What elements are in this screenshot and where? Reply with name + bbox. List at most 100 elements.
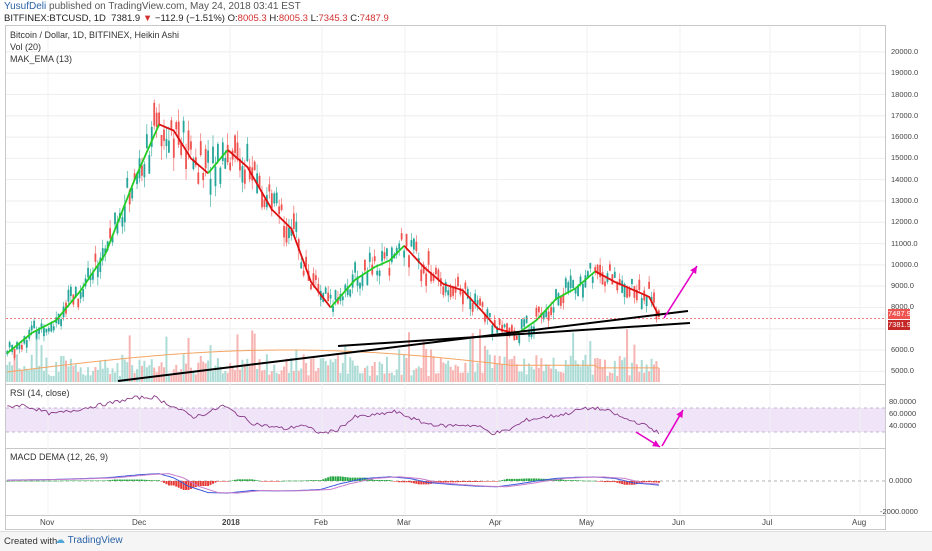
ema-legend[interactable]: MAK_EMA (13) — [10, 54, 73, 64]
candle — [204, 148, 207, 169]
macd-histogram-bar — [469, 481, 472, 483]
volume-bar — [172, 369, 175, 382]
candle — [545, 310, 548, 318]
volume-bar — [366, 365, 369, 382]
volume-bar — [13, 354, 16, 382]
volume-bar — [292, 370, 295, 382]
macd-histogram-bar — [67, 480, 70, 482]
macd-line — [7, 473, 659, 494]
volume-bar — [400, 374, 403, 382]
volume-bar — [334, 358, 337, 382]
volume-bar — [540, 358, 543, 382]
candle — [398, 243, 401, 250]
pane-separator-rsi[interactable] — [5, 384, 886, 385]
macd-histogram-bar — [623, 481, 626, 485]
candle — [523, 319, 526, 327]
ema-line-segment — [403, 245, 518, 335]
volume-bar — [535, 355, 538, 382]
time-axis-separator — [5, 515, 886, 516]
candle — [148, 155, 151, 174]
candle — [430, 272, 432, 282]
macd-histogram-bar — [317, 480, 320, 481]
volume-bar — [118, 375, 121, 382]
macd-histogram-bar — [461, 481, 464, 483]
macd-histogram-bar — [444, 481, 447, 483]
pane-separator-macd[interactable] — [5, 448, 886, 449]
macd-legend[interactable]: MACD DEMA (12, 26, 9) — [10, 452, 109, 462]
macd-histogram-bar — [79, 480, 82, 482]
volume-bar — [408, 332, 410, 382]
candle — [158, 112, 160, 126]
macd-histogram-bar — [439, 481, 442, 483]
macd-histogram-bar — [520, 478, 523, 481]
candle — [484, 314, 486, 322]
macd-histogram-bar — [270, 481, 273, 482]
volume-bar — [96, 369, 99, 382]
volume-bar — [422, 341, 425, 382]
volume-bar — [555, 369, 557, 382]
volume-bar — [30, 354, 33, 382]
volume-bar — [194, 374, 197, 382]
macd-histogram-bar — [35, 480, 38, 482]
volume-bar — [454, 364, 457, 382]
volume-bar — [285, 358, 288, 382]
candle — [96, 265, 99, 278]
candle — [234, 135, 236, 153]
candle — [567, 282, 570, 292]
volume-bar — [231, 366, 234, 382]
macd-histogram-bar — [99, 480, 102, 482]
volume-bar — [202, 361, 205, 382]
volume-bar — [133, 372, 136, 382]
macd-histogram-bar — [525, 478, 528, 481]
candle — [292, 213, 295, 230]
candle — [341, 296, 344, 301]
candle — [381, 250, 383, 262]
candle — [329, 294, 332, 299]
volume-bar — [520, 371, 523, 382]
main-legend-title[interactable]: Bitcoin / Dollar, 1D, BITFINEX, Heikin A… — [10, 30, 180, 40]
author-name[interactable]: YusufDeli — [4, 1, 47, 12]
candle — [310, 284, 312, 290]
candle — [133, 173, 136, 181]
volume-bar — [604, 359, 606, 382]
candle — [52, 326, 55, 331]
macd-histogram-bar — [199, 481, 202, 487]
candle — [376, 270, 379, 276]
vol-legend[interactable]: Vol (20) — [10, 42, 42, 52]
volume-bar — [116, 363, 119, 382]
volume-bar — [518, 371, 521, 382]
macd-histogram-bar — [415, 481, 418, 484]
macd-histogram-bar — [344, 477, 347, 481]
candle — [172, 138, 175, 158]
candle — [212, 146, 214, 164]
candle — [47, 327, 50, 332]
macd-histogram-bar — [496, 481, 499, 482]
volume-bar — [307, 375, 310, 382]
candle — [150, 126, 153, 147]
volume-bar — [94, 366, 97, 382]
candle — [111, 234, 114, 243]
macd-histogram-bar — [221, 481, 224, 482]
volume-bar — [621, 360, 624, 382]
time-tick-label: Apr — [489, 518, 502, 527]
rsi-legend[interactable]: RSI (14, close) — [10, 388, 70, 398]
time-tick-label: Nov — [40, 518, 55, 527]
macd-histogram-bar — [589, 480, 592, 482]
macd-histogram-bar — [373, 479, 376, 481]
macd-histogram-bar — [109, 480, 112, 481]
last-price-tag: 7487.9 — [888, 309, 911, 319]
macd-histogram-bar — [645, 481, 648, 483]
candle — [638, 279, 641, 290]
macd-histogram-bar — [8, 480, 11, 482]
volume-bar — [618, 356, 621, 382]
macd-histogram-bar — [153, 480, 156, 481]
volume-bar — [405, 358, 408, 382]
candle — [452, 286, 454, 296]
volume-bar — [383, 373, 386, 382]
macd-tick-label: 0.0000 — [889, 476, 912, 485]
cloud-icon: ☁ — [55, 535, 65, 546]
tradingview-logo[interactable]: ☁ TradingView — [55, 535, 123, 546]
macd-histogram-bar — [87, 480, 90, 482]
volume-bar — [557, 371, 560, 382]
